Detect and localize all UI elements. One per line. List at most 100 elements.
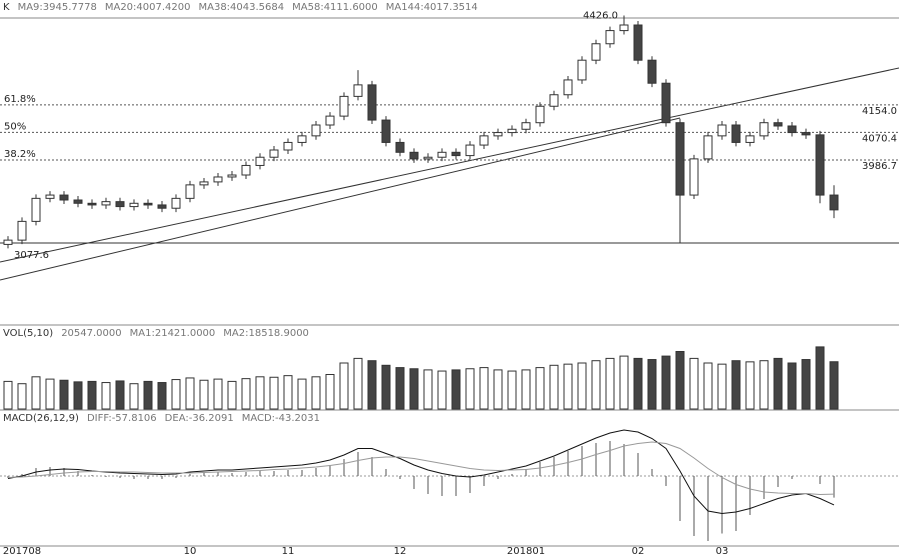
volume-bar — [521, 369, 531, 410]
price-header: K MA9:3945.7778 MA20:4007.4200 MA38:4043.56… — [3, 2, 478, 13]
fib-label: 3986.7 — [862, 161, 897, 172]
candle-body — [353, 84, 363, 97]
volume-bar — [549, 364, 559, 410]
macd-line — [7, 441, 835, 496]
candle-body — [17, 220, 27, 241]
candle-body — [633, 24, 643, 61]
candle-body — [717, 124, 727, 137]
volume-bar — [241, 378, 251, 410]
header-item: MACD(26,12,9) — [3, 413, 79, 424]
x-tick-label: 201708 — [3, 546, 41, 556]
fib-label: 4154.0 — [862, 106, 897, 117]
candle-body — [213, 176, 223, 183]
volume-bar — [73, 381, 83, 410]
fib-name: 61.8% — [4, 94, 36, 105]
volume-header: VOL(5,10) 20547.0000 MA1:21421.0000 MA2:185… — [3, 328, 309, 339]
candle-body — [171, 197, 181, 209]
volume-bar — [829, 361, 839, 410]
fib-name: 50% — [4, 121, 26, 132]
header-item: MA20:4007.4200 — [104, 2, 191, 13]
candle-body — [45, 194, 55, 199]
volume-bar — [507, 370, 517, 410]
fib-name: 38.2% — [4, 149, 36, 160]
volume-bar — [815, 346, 825, 410]
candle-body — [101, 201, 111, 206]
volume-bar — [353, 357, 363, 410]
candle-body — [689, 158, 699, 196]
header-item: MA58:4111.6000 — [292, 2, 378, 13]
candle-body — [297, 135, 307, 143]
candle-body — [675, 122, 685, 196]
x-tick-label: 02 — [632, 546, 645, 556]
candle-body — [395, 141, 405, 153]
volume-bar — [17, 383, 27, 410]
candle-body — [549, 94, 559, 107]
candle-body — [87, 202, 97, 206]
volume-bar — [199, 379, 209, 410]
volume-bar — [535, 367, 545, 410]
x-tick-label: 03 — [716, 546, 729, 556]
x-tick-label: 201801 — [507, 546, 545, 556]
candle-body — [381, 119, 391, 143]
volume-bar — [591, 360, 601, 410]
volume-bar — [381, 364, 391, 410]
candle-body — [3, 239, 13, 245]
candle-body — [465, 144, 475, 157]
candle-body — [661, 82, 671, 124]
volume-bar — [367, 360, 377, 410]
candle-body — [31, 197, 41, 222]
candle-body — [563, 79, 573, 96]
volume-bar — [31, 376, 41, 410]
candle-body — [745, 135, 755, 143]
candle-body — [423, 156, 433, 160]
volume-bar — [269, 376, 279, 410]
candle-body — [801, 132, 811, 136]
candle-body — [73, 199, 83, 204]
volume-bar — [479, 367, 489, 410]
x-tick-label: 10 — [184, 546, 197, 556]
header-item: DIFF:-57.8106 — [86, 413, 157, 424]
volume-bar — [577, 362, 587, 410]
volume-bar — [633, 357, 643, 410]
volume-bar — [801, 359, 811, 410]
volume-bar — [143, 380, 153, 410]
volume-bar — [325, 374, 335, 410]
candle-body — [339, 95, 349, 117]
header-item: VOL(5,10) — [3, 328, 54, 339]
header-item: DEA:-36.2091 — [164, 413, 234, 424]
volume-bar — [59, 379, 69, 410]
volume-bar — [675, 351, 685, 410]
candle-body — [493, 132, 503, 137]
candle-body — [829, 194, 839, 211]
candle-body — [437, 151, 447, 158]
volume-bar — [619, 355, 629, 410]
volume-bar — [605, 357, 615, 410]
candle-body — [703, 135, 713, 160]
low-label: 3077.6 — [14, 250, 49, 261]
candle-body — [325, 115, 335, 126]
header-item: MA9:3945.7778 — [17, 2, 97, 13]
volume-bar — [717, 363, 727, 410]
volume-bar — [423, 369, 433, 410]
volume-bar — [661, 355, 671, 410]
volume-bar — [437, 370, 447, 410]
candle-body — [129, 202, 139, 208]
volume-bar — [563, 363, 573, 410]
trend-line — [0, 67, 899, 263]
header-item: MA1:21421.0000 — [129, 328, 216, 339]
volume-bar — [213, 378, 223, 410]
volume-bar — [115, 380, 125, 410]
volume-bar — [759, 360, 769, 410]
candle-body — [185, 184, 195, 199]
candle-body — [521, 122, 531, 130]
candle-body — [577, 59, 587, 81]
candle-body — [591, 43, 601, 61]
macd-line — [7, 429, 835, 515]
candle-body — [143, 202, 153, 206]
volume-bar — [45, 378, 55, 410]
candle-body — [773, 122, 783, 127]
header-item: K — [3, 2, 10, 13]
peak-label: 4426.0 — [583, 10, 618, 21]
